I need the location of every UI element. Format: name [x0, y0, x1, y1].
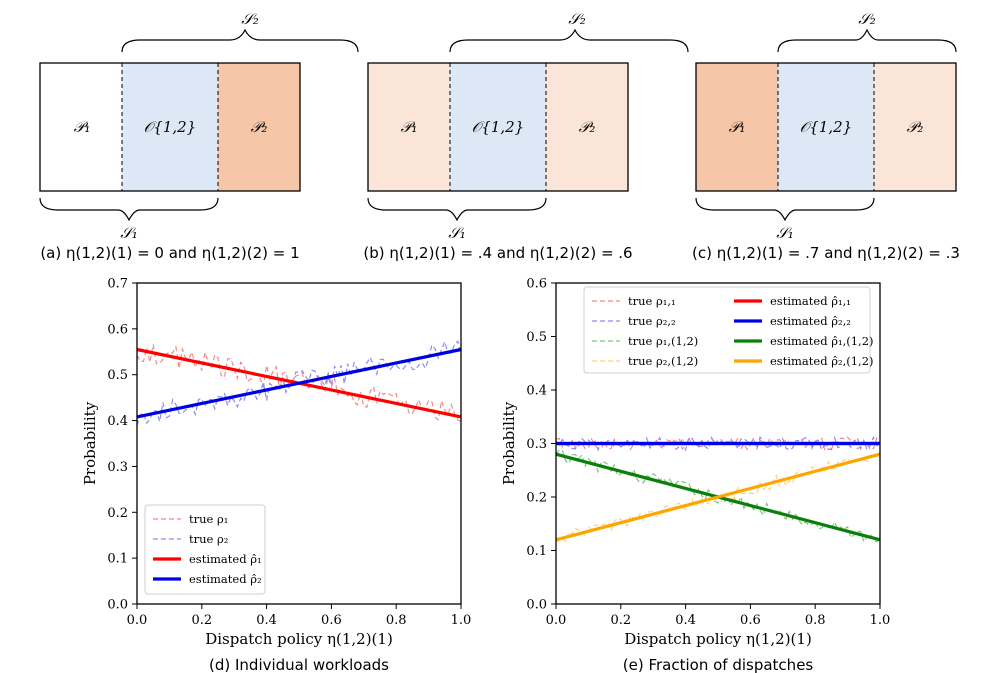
y-tick-label: 0.0 — [107, 598, 128, 613]
x-tick-label: 0.6 — [740, 613, 761, 628]
legend-label: estimated ρ̂₂,₂ — [770, 314, 851, 328]
legend-label: true ρ₁,(1,2) — [628, 334, 698, 348]
y-tick-label: 0.2 — [526, 491, 547, 506]
legend-label: true ρ₁ — [189, 512, 228, 526]
y-tick-label: 0.5 — [526, 330, 547, 345]
x-tick-label: 1.0 — [451, 613, 472, 628]
p1-label: 𝒫₁ — [74, 118, 91, 136]
x-tick-label: 0.8 — [386, 613, 407, 628]
diagram-a: 𝒮₂ 𝒫₁ 𝒪{1,2} 𝒫₂ 𝒮₁ (a) η(1,2)(1) = 0 and… — [39, 10, 359, 262]
legend-box — [144, 504, 266, 595]
y-tick-label: 0.3 — [107, 460, 128, 475]
x-tick-label: 0.2 — [610, 613, 631, 628]
o12-label: 𝒪{1,2} — [144, 118, 196, 136]
x-tick-label: 0.8 — [805, 613, 826, 628]
x-tick-label: 0.0 — [127, 613, 148, 628]
legend-label: true ρ₁,₁ — [628, 294, 676, 308]
s1-brace — [695, 197, 875, 222]
outer-box — [39, 62, 301, 192]
x-tick-label: 0.2 — [191, 613, 212, 628]
legend-label: true ρ₂,₂ — [628, 314, 676, 328]
caption-c: (c) η(1,2)(1) = .7 and η(1,2)(2) = .3 — [692, 244, 960, 262]
y-tick-label: 0.4 — [526, 384, 547, 399]
chart-caption: (d) Individual workloads — [209, 656, 389, 673]
legend-label: estimated ρ̂₂ — [189, 572, 262, 586]
chart-individual-workloads: 0.0 0.2 0.4 0.6 0.8 1.0 0.0 0.1 0.2 0.3 0.4 0.5 0.6 0… — [81, 277, 471, 673]
o12-label: 𝒪{1,2} — [472, 118, 524, 136]
overlap-region — [122, 63, 218, 191]
diagram-b: 𝒮₂ 𝒫₁ 𝒪{1,2} 𝒫₂ 𝒮₁ (b) η(1,2)(1) = .4 an… — [363, 10, 689, 262]
s2-brace — [777, 28, 957, 53]
y-axis-label: Probability — [81, 401, 99, 485]
y-tick-label: 0.3 — [526, 437, 547, 452]
series-line-4 — [136, 347, 462, 419]
chart-fraction-of-dispatches: 0.0 0.2 0.4 0.6 0.8 1.0 0.0 0.1 0.2 0.3 0.4 0.5 0.6 D… — [500, 277, 890, 673]
y-tick-label: 0.5 — [107, 368, 128, 383]
overlap-region — [450, 63, 546, 191]
legend-label: estimated ρ̂₁ — [189, 552, 262, 566]
y-tick-label: 0.0 — [526, 598, 547, 613]
s2-label: 𝒮₂ — [241, 10, 259, 28]
outer-box — [367, 62, 629, 192]
x-tick-label: 1.0 — [870, 613, 891, 628]
p1-region — [368, 63, 450, 191]
y-tick-label: 0.6 — [107, 322, 128, 337]
s2-label: 𝒮₂ — [568, 10, 586, 28]
legend-label: estimated ρ̂₂,(1,2) — [770, 354, 874, 368]
s1-label: 𝒮₁ — [448, 224, 466, 242]
p1-region — [40, 63, 122, 191]
p2-region — [874, 63, 956, 191]
y-tick-label: 0.4 — [107, 414, 128, 429]
y-tick-label: 0.7 — [107, 277, 128, 292]
s2-brace — [449, 28, 689, 53]
legend-label: true ρ₂ — [189, 532, 228, 546]
p2-region — [546, 63, 628, 191]
p2-region — [218, 63, 300, 191]
caption-b: (b) η(1,2)(1) = .4 and η(1,2)(2) = .6 — [363, 244, 632, 262]
plot-frame — [555, 282, 881, 605]
s1-label: 𝒮₁ — [120, 224, 138, 242]
p2-label: 𝒫₂ — [579, 118, 596, 136]
x-tick-label: 0.0 — [546, 613, 567, 628]
p1-label: 𝒫₁ — [401, 118, 418, 136]
legend-box — [583, 286, 871, 374]
x-tick-label: 0.4 — [675, 613, 696, 628]
legend-label: true ρ₂,(1,2) — [628, 354, 698, 368]
s1-brace — [367, 197, 547, 222]
plot-frame — [136, 282, 462, 605]
s1-label: 𝒮₁ — [776, 224, 794, 242]
p2-label: 𝒫₂ — [251, 118, 268, 136]
p1-label: 𝒫₁ — [729, 118, 746, 136]
caption-a: (a) η(1,2)(1) = 0 and η(1,2)(2) = 1 — [40, 244, 299, 262]
y-tick-label: 0.1 — [526, 544, 547, 559]
x-axis-label: Dispatch policy η(1,2)(1) — [624, 630, 812, 648]
s1-brace — [39, 197, 219, 222]
s2-brace — [121, 28, 359, 53]
x-tick-label: 0.6 — [321, 613, 342, 628]
s2-label: 𝒮₂ — [858, 10, 876, 28]
o12-label: 𝒪{1,2} — [800, 118, 852, 136]
overlap-region — [778, 63, 874, 191]
p2-label: 𝒫₂ — [907, 118, 924, 136]
chart-caption: (e) Fraction of dispatches — [623, 656, 814, 673]
legend-label: estimated ρ̂₁,₁ — [770, 294, 851, 308]
y-tick-label: 0.2 — [107, 506, 128, 521]
legend-label: estimated ρ̂₁,(1,2) — [770, 334, 874, 348]
p1-region — [696, 63, 778, 191]
x-axis-label: Dispatch policy η(1,2)(1) — [205, 630, 393, 648]
y-axis-label: Probability — [500, 401, 518, 485]
diagram-c: 𝒮₂ 𝒫₁ 𝒪{1,2} 𝒫₂ 𝒮₁ (c) η(1,2)(1) = .7 an… — [692, 10, 960, 262]
series-line-8 — [555, 452, 881, 542]
x-tick-label: 0.4 — [256, 613, 277, 628]
outer-box — [695, 62, 957, 192]
y-tick-label: 0.1 — [107, 552, 128, 567]
y-tick-label: 0.6 — [526, 277, 547, 292]
